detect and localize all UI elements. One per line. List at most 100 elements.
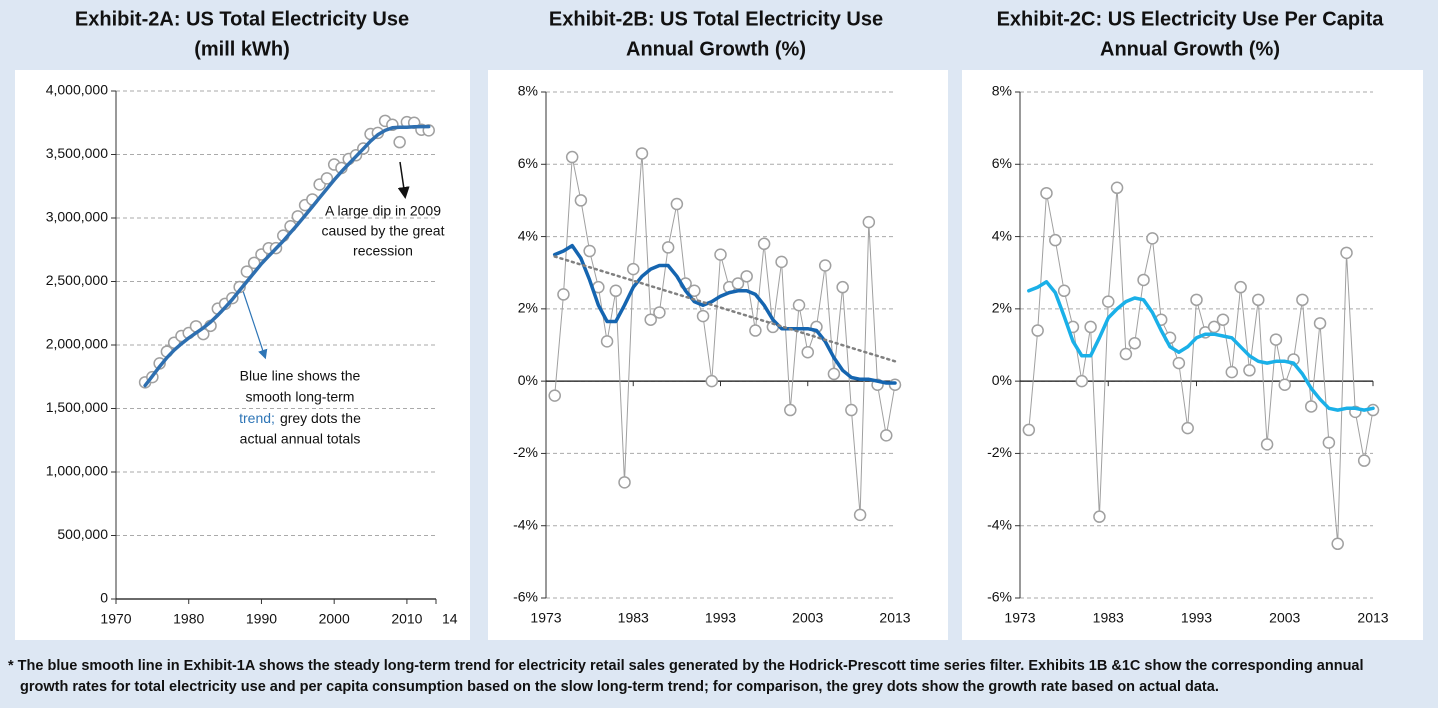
data-point	[557, 288, 570, 301]
chart-title: Annual Growth (%)	[1100, 38, 1280, 60]
data-point	[661, 241, 675, 254]
data-point	[801, 345, 814, 359]
x-tick-label: 1983	[1093, 610, 1124, 626]
y-tick-label: 4%	[992, 227, 1012, 243]
y-tick-label: 0	[100, 590, 108, 606]
data-point	[705, 374, 719, 388]
data-point	[1260, 438, 1274, 451]
y-tick-label: 4%	[518, 227, 538, 243]
data-point	[836, 280, 849, 294]
y-tick-label: 2,000,000	[46, 336, 108, 352]
trend-line	[1027, 280, 1375, 412]
panel	[15, 70, 470, 640]
annotation: trend; grey dots the	[239, 410, 361, 426]
data-point	[1102, 295, 1115, 308]
data-point	[1093, 510, 1106, 523]
annotation: caused by the great	[322, 223, 445, 239]
trend-line	[553, 255, 897, 363]
trend-line	[552, 243, 897, 385]
data-point	[1296, 293, 1309, 307]
panel	[488, 70, 948, 640]
x-tick-label: 2010	[391, 611, 422, 627]
y-tick-label: 0%	[992, 372, 1012, 388]
data-point	[393, 135, 406, 149]
data-point	[749, 324, 762, 337]
footnote: * The blue smooth line in Exhibit-1A sho…	[8, 658, 1364, 674]
x-tick-label: 1990	[246, 611, 277, 627]
data-point	[1075, 374, 1089, 388]
data-point	[1031, 324, 1044, 337]
data-point	[627, 262, 640, 276]
data-point	[1084, 320, 1097, 334]
data-point	[1234, 280, 1247, 294]
y-tick-label: -2%	[513, 444, 538, 460]
y-tick-label: 1,500,000	[46, 399, 108, 415]
connector-line	[1028, 187, 1374, 545]
y-tick-label: -4%	[987, 516, 1012, 532]
y-tick-label: 2%	[992, 300, 1012, 316]
y-tick-label: 6%	[518, 155, 538, 171]
data-point	[1049, 233, 1062, 247]
data-point	[670, 197, 684, 211]
data-point	[784, 403, 797, 417]
data-point	[1137, 273, 1150, 287]
x-tick-label: 1993	[705, 610, 736, 626]
data-point	[644, 313, 657, 326]
data-point	[635, 147, 649, 160]
x-tick-label: 1980	[173, 611, 204, 627]
data-point	[818, 259, 832, 272]
y-tick-label: -6%	[987, 589, 1012, 605]
annotation: actual annual totals	[240, 431, 361, 447]
annotation: recession	[353, 243, 413, 259]
annotation: A large dip in 2009	[325, 203, 441, 219]
data-point	[1110, 181, 1124, 195]
x-tick-label: 1970	[100, 611, 131, 627]
data-point	[1057, 284, 1071, 298]
chart-title: Exhibit-2C: US Electricity Use Per Capit…	[997, 8, 1385, 30]
data-point	[574, 194, 588, 207]
data-point	[1119, 347, 1133, 361]
chart-title: Exhibit-2B: US Total Electricity Use	[549, 8, 883, 30]
arrow	[239, 281, 268, 360]
data-point	[565, 150, 579, 164]
x-tick-label: 2000	[319, 611, 350, 627]
data-point	[1022, 423, 1036, 437]
data-point	[880, 429, 893, 442]
data-point	[1225, 365, 1239, 379]
x-tick-label: 2003	[1269, 610, 1300, 626]
data-point	[320, 172, 334, 185]
chart-title: Exhibit-2A: US Total Electricity Use	[75, 8, 409, 30]
data-point	[240, 265, 254, 278]
data-point	[1128, 336, 1141, 350]
annotation-part: trend;	[239, 410, 275, 426]
data-point	[714, 248, 727, 261]
trend-line	[143, 124, 431, 388]
chart-title: (mill kWh)	[194, 38, 290, 60]
data-point	[1216, 313, 1230, 326]
data-point	[1181, 421, 1194, 435]
annotation: smooth long-term	[246, 389, 355, 405]
data-point	[583, 244, 596, 258]
data-point	[862, 215, 876, 229]
data-point	[600, 335, 614, 348]
data-point	[696, 309, 710, 323]
connector-line	[554, 152, 896, 516]
y-tick-label: 3,500,000	[46, 145, 108, 161]
data-point	[618, 476, 631, 489]
data-point	[1322, 436, 1336, 449]
data-point	[1207, 320, 1221, 334]
data-point	[1190, 293, 1203, 307]
data-point	[827, 367, 841, 381]
data-point	[1172, 356, 1186, 370]
data-point	[757, 237, 771, 251]
data-point	[1243, 364, 1256, 377]
x-tick-label: 2013	[1357, 610, 1388, 626]
x-tick-label: 1973	[530, 610, 561, 626]
x-tick-label: 2013	[879, 610, 910, 626]
y-tick-label: 4,000,000	[46, 82, 108, 98]
x-tick-label: 1973	[1004, 610, 1035, 626]
chart-title: Annual Growth (%)	[626, 38, 806, 60]
y-tick-label: 8%	[992, 83, 1012, 99]
footnote: growth rates for total electricity use a…	[20, 679, 1219, 695]
